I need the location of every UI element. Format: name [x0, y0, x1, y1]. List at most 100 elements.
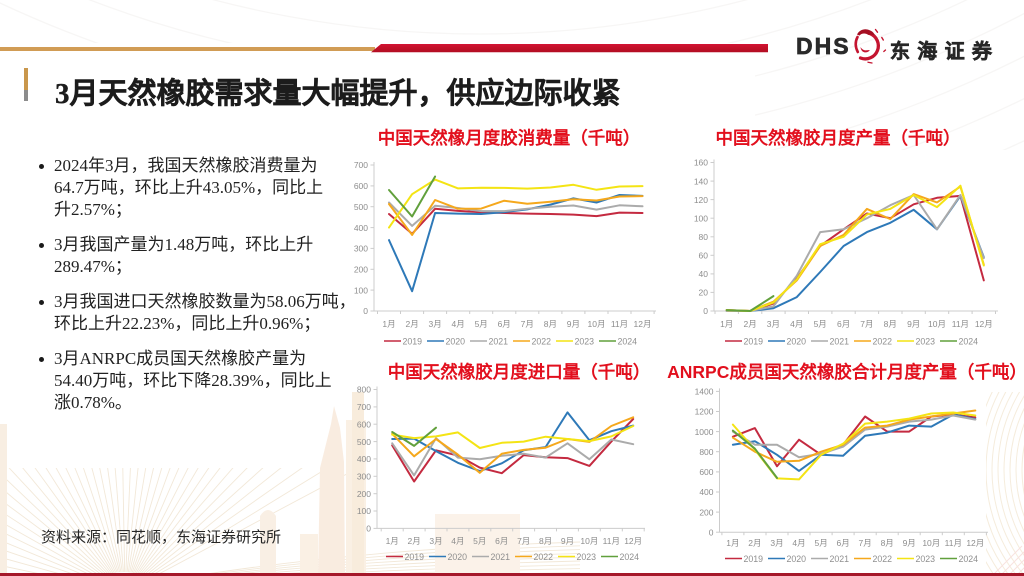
svg-text:2024: 2024 — [618, 337, 638, 347]
svg-text:2022: 2022 — [532, 337, 552, 347]
svg-text:5月: 5月 — [814, 538, 827, 548]
svg-text:200: 200 — [699, 507, 713, 517]
svg-text:2024: 2024 — [959, 554, 979, 564]
svg-text:100: 100 — [357, 506, 371, 516]
svg-text:10月: 10月 — [928, 319, 946, 329]
svg-text:4月: 4月 — [451, 319, 464, 329]
svg-text:500: 500 — [354, 202, 368, 212]
svg-text:2019: 2019 — [744, 554, 764, 564]
svg-text:300: 300 — [357, 472, 371, 482]
svg-text:1月: 1月 — [726, 538, 739, 548]
svg-text:2021: 2021 — [830, 337, 850, 347]
svg-text:2024: 2024 — [620, 552, 640, 562]
svg-text:3月: 3月 — [428, 319, 441, 329]
svg-text:60: 60 — [699, 251, 709, 261]
svg-text:700: 700 — [354, 160, 368, 170]
svg-text:3月: 3月 — [429, 536, 442, 546]
svg-text:9月: 9月 — [903, 538, 916, 548]
svg-text:7月: 7月 — [860, 319, 873, 329]
svg-text:11月: 11月 — [945, 538, 962, 548]
svg-text:9月: 9月 — [907, 319, 920, 329]
svg-text:11月: 11月 — [611, 319, 628, 329]
svg-text:12月: 12月 — [624, 536, 642, 546]
svg-text:600: 600 — [354, 181, 368, 191]
svg-text:300: 300 — [354, 244, 368, 254]
svg-text:1月: 1月 — [382, 319, 395, 329]
svg-text:2月: 2月 — [405, 319, 418, 329]
svg-text:7月: 7月 — [517, 536, 530, 546]
svg-text:600: 600 — [699, 467, 713, 477]
svg-text:2月: 2月 — [743, 319, 756, 329]
svg-text:8月: 8月 — [881, 538, 894, 548]
svg-text:5月: 5月 — [814, 319, 827, 329]
svg-text:5月: 5月 — [473, 536, 486, 546]
svg-text:10月: 10月 — [588, 319, 606, 329]
svg-text:8月: 8月 — [884, 319, 897, 329]
svg-text:4月: 4月 — [451, 536, 464, 546]
svg-text:6月: 6月 — [836, 538, 849, 548]
svg-text:2019: 2019 — [405, 552, 425, 562]
svg-text:7月: 7月 — [521, 319, 534, 329]
svg-text:2022: 2022 — [873, 337, 893, 347]
svg-text:800: 800 — [357, 385, 371, 395]
svg-text:2月: 2月 — [407, 536, 420, 546]
svg-text:140: 140 — [694, 176, 708, 186]
svg-text:0: 0 — [366, 524, 371, 534]
svg-text:400: 400 — [357, 454, 371, 464]
svg-text:2020: 2020 — [446, 337, 466, 347]
svg-text:100: 100 — [694, 213, 708, 223]
svg-text:700: 700 — [357, 402, 371, 412]
svg-text:600: 600 — [357, 419, 371, 429]
svg-text:40: 40 — [699, 269, 709, 279]
svg-text:2022: 2022 — [534, 552, 554, 562]
svg-text:1000: 1000 — [695, 427, 714, 437]
svg-text:4月: 4月 — [790, 319, 803, 329]
svg-text:12月: 12月 — [966, 538, 984, 548]
svg-text:2023: 2023 — [916, 554, 936, 564]
svg-text:2022: 2022 — [873, 554, 893, 564]
svg-text:1月: 1月 — [386, 536, 399, 546]
svg-text:0: 0 — [703, 306, 708, 316]
svg-text:2024: 2024 — [959, 337, 979, 347]
svg-text:80: 80 — [699, 232, 709, 242]
svg-text:2020: 2020 — [448, 552, 468, 562]
svg-text:200: 200 — [354, 265, 368, 275]
svg-text:500: 500 — [357, 437, 371, 447]
svg-text:2020: 2020 — [787, 554, 807, 564]
svg-text:2月: 2月 — [748, 538, 761, 548]
svg-text:160: 160 — [694, 158, 708, 168]
svg-text:0: 0 — [709, 527, 714, 537]
svg-text:6月: 6月 — [837, 319, 850, 329]
svg-text:0: 0 — [363, 306, 368, 316]
svg-text:2021: 2021 — [491, 552, 511, 562]
svg-text:6月: 6月 — [498, 319, 511, 329]
svg-text:8月: 8月 — [539, 536, 552, 546]
svg-text:2023: 2023 — [575, 337, 595, 347]
svg-text:11月: 11月 — [603, 536, 620, 546]
svg-text:4月: 4月 — [792, 538, 805, 548]
svg-text:1月: 1月 — [720, 319, 733, 329]
svg-text:2019: 2019 — [744, 337, 764, 347]
svg-text:10月: 10月 — [580, 536, 598, 546]
svg-text:20: 20 — [699, 288, 709, 298]
svg-text:8月: 8月 — [544, 319, 557, 329]
svg-text:3月: 3月 — [767, 319, 780, 329]
svg-text:9月: 9月 — [567, 319, 580, 329]
svg-text:2020: 2020 — [787, 337, 807, 347]
svg-text:11月: 11月 — [952, 319, 969, 329]
svg-text:1400: 1400 — [695, 387, 714, 397]
svg-text:10月: 10月 — [922, 538, 940, 548]
svg-text:100: 100 — [354, 285, 368, 295]
svg-text:1200: 1200 — [695, 407, 714, 417]
svg-text:9月: 9月 — [561, 536, 574, 546]
svg-text:400: 400 — [699, 487, 713, 497]
svg-text:12月: 12月 — [634, 319, 652, 329]
svg-text:400: 400 — [354, 223, 368, 233]
svg-text:7月: 7月 — [858, 538, 871, 548]
svg-text:800: 800 — [699, 447, 713, 457]
svg-text:200: 200 — [357, 489, 371, 499]
svg-text:3月: 3月 — [770, 538, 783, 548]
svg-text:2023: 2023 — [577, 552, 597, 562]
svg-text:6月: 6月 — [495, 536, 508, 546]
svg-text:12月: 12月 — [975, 319, 993, 329]
